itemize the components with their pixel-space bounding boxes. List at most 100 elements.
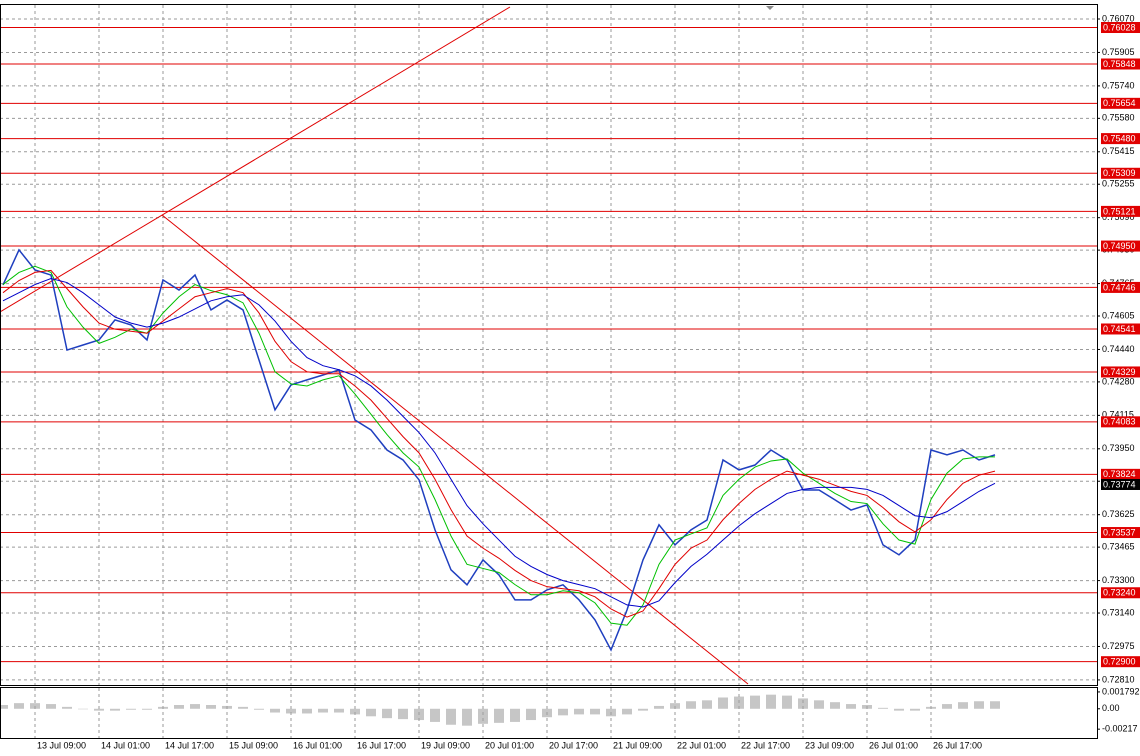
histogram-bar <box>574 708 584 715</box>
level-label: 0.75654 <box>1103 98 1136 108</box>
y-tick-label: 0.74605 <box>1102 310 1135 320</box>
histogram-bar <box>78 708 88 710</box>
x-tick-label: 23 Jul 09:00 <box>805 740 854 750</box>
histogram-bar <box>910 708 920 711</box>
x-tick-label: 20 Jul 17:00 <box>549 740 598 750</box>
histogram-bar <box>14 703 24 709</box>
histogram-bar <box>110 708 120 711</box>
histogram-bar <box>926 706 936 709</box>
level-label: 0.74541 <box>1103 324 1136 334</box>
y-tick-label: 0.74115 <box>1102 410 1134 420</box>
level-label-box <box>1101 58 1140 70</box>
level-label: 0.75848 <box>1103 59 1136 69</box>
histogram-bar <box>798 698 808 709</box>
y-tick-label: 0.75905 <box>1102 47 1135 57</box>
histogram-bar <box>990 701 1000 709</box>
level-label: 0.74083 <box>1103 417 1136 427</box>
y-tick-label: 0.73140 <box>1102 607 1135 617</box>
histogram-bar <box>750 695 760 709</box>
histogram-bar <box>30 703 40 709</box>
x-tick-label: 21 Jul 09:00 <box>613 740 662 750</box>
level-label: 0.75121 <box>1103 206 1136 216</box>
trend-line <box>161 214 749 685</box>
histogram-bar <box>94 708 104 711</box>
moving-average <box>2 265 995 626</box>
level-label-box <box>1101 416 1140 428</box>
histogram-bar <box>974 701 984 709</box>
histogram-bar <box>414 708 424 721</box>
histogram-bar <box>862 705 872 709</box>
histogram-bar <box>654 705 664 709</box>
histogram-bar <box>894 708 904 711</box>
level-label: 0.76028 <box>1103 22 1136 32</box>
histogram-bar <box>686 701 696 709</box>
histogram-bar <box>302 708 312 714</box>
histogram-bar <box>670 703 680 709</box>
x-tick-label: 22 Jul 01:00 <box>677 740 726 750</box>
histogram-bar <box>702 700 712 709</box>
level-label-box <box>1101 281 1140 293</box>
y-tick-label: 0.74280 <box>1102 376 1135 386</box>
trend-line <box>0 6 511 313</box>
histogram-bar <box>238 706 248 709</box>
histogram-bar <box>478 708 488 724</box>
histogram-bar <box>494 708 504 723</box>
x-tick-label: 16 Jul 17:00 <box>357 740 406 750</box>
histogram-bar <box>734 696 744 709</box>
x-tick-label: 14 Jul 17:00 <box>165 740 214 750</box>
histogram-bar <box>542 708 552 718</box>
x-tick-label: 20 Jul 01:00 <box>485 740 534 750</box>
histogram-bar <box>782 695 792 709</box>
histogram-bar <box>846 704 856 709</box>
y-tick-label: 0.76070 <box>1102 13 1135 23</box>
histogram-bar <box>590 708 600 715</box>
histogram-bar <box>46 704 56 709</box>
grid <box>0 5 1097 738</box>
histogram-bar <box>142 708 152 710</box>
level-label-box <box>1101 97 1140 109</box>
x-tick-label: 26 Jul 01:00 <box>869 740 918 750</box>
level-label-box <box>1101 366 1140 378</box>
histogram-bar <box>814 700 824 709</box>
level-label: 0.75480 <box>1103 133 1136 143</box>
histogram-bar <box>366 708 376 717</box>
level-label-box <box>1101 22 1140 34</box>
histogram-bar <box>318 708 328 713</box>
histogram-bar <box>430 708 440 722</box>
level-label-box <box>1101 527 1140 539</box>
level-label: 0.74329 <box>1103 367 1136 377</box>
y-tick-label: 0.75090 <box>1102 212 1135 222</box>
histogram-bar <box>0 705 8 709</box>
level-label-box <box>1101 587 1140 599</box>
level-label-box <box>1101 323 1140 335</box>
x-tick-label: 26 Jul 17:00 <box>933 740 982 750</box>
moving-average <box>2 277 996 608</box>
y-tick-label: 0.001792 <box>1102 686 1140 696</box>
histogram-bar <box>462 708 472 726</box>
histogram-bar <box>638 708 648 711</box>
histogram-bar <box>382 708 392 719</box>
histogram-bar <box>286 708 296 714</box>
level-label: 0.75309 <box>1103 168 1136 178</box>
histogram-bar <box>510 708 520 722</box>
y-tick-label: 0.75740 <box>1102 80 1135 90</box>
y-tick-label: 0.75415 <box>1102 146 1135 156</box>
histogram-bar <box>958 702 968 709</box>
histogram-bar <box>158 706 168 709</box>
level-label: 0.73824 <box>1103 469 1136 479</box>
histogram-bar <box>942 704 952 709</box>
level-label: 0.72900 <box>1103 657 1136 667</box>
plot-frame <box>0 4 1098 686</box>
histogram-bar <box>606 708 616 717</box>
y-tick-label: 0.75580 <box>1102 113 1135 123</box>
level-label-box <box>1101 656 1140 668</box>
series <box>0 248 1000 726</box>
y-tick-label: 0.73465 <box>1102 542 1135 552</box>
y-tick-label: 0.73625 <box>1102 509 1135 519</box>
y-tick-label: 0.75255 <box>1102 179 1135 189</box>
histogram-bar <box>126 708 136 710</box>
histogram-bar <box>350 708 360 715</box>
histogram-bar <box>622 708 632 715</box>
y-tick-label: 0.72975 <box>1102 641 1135 651</box>
